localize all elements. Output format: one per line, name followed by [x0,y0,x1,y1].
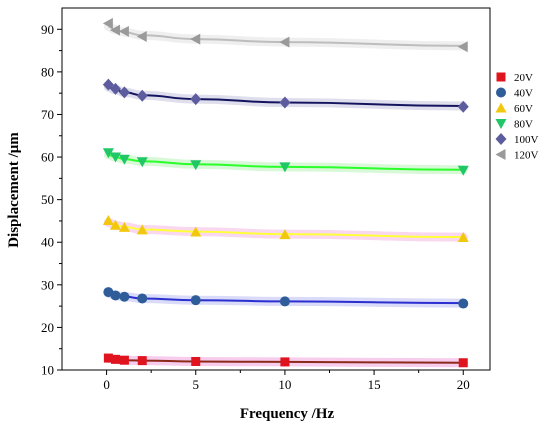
x-tick-label: 20 [457,377,470,392]
data-point-20V [458,358,468,368]
y-tick-label: 50 [41,192,54,207]
fit-bands [103,22,468,368]
data-point-80V [457,165,469,176]
legend-label-100V: 100V [514,134,539,146]
plot-frame [61,7,491,371]
legend-label-40V: 40V [514,88,533,100]
y-tick-label: 20 [41,320,54,335]
data-point-120V [457,41,468,53]
data-point-60V [136,224,148,235]
y-tick-label: 60 [41,150,54,165]
data-point-120V [118,25,129,37]
x-tick-label: 10 [278,377,291,392]
data-point-120V [190,33,201,45]
x-tick-label: 0 [103,377,110,392]
data-point-40V [190,295,201,306]
data-point-40V [458,298,469,309]
y-tick-label: 70 [41,107,54,122]
legend: 20V 40V 60V 80V 100V 120V [495,72,539,162]
data-point-20V [103,353,113,363]
data-point-120V [136,31,147,43]
data-point-80V [102,148,114,159]
fit-lines [108,25,464,364]
data-point-80V [118,154,130,165]
data-point-60V [190,226,202,237]
legend-marker-60V [495,102,507,113]
ticks: 0 5 10 15 20 10 20 30 40 50 60 70 80 90 [41,22,470,392]
x-axis-label: Frequency /Hz [240,406,335,422]
data-point-20V [280,357,290,367]
legend-label-60V: 60V [514,103,533,115]
data-point-60V [102,215,114,226]
legend-label-20V: 20V [514,72,533,84]
y-tick-label: 80 [41,64,54,79]
legend-label-80V: 80V [514,119,533,131]
data-point-60V [279,229,291,240]
data-point-20V [111,354,120,364]
data-point-100V [457,100,469,113]
y-axis-label: Displacement /μm [6,132,22,248]
legend-marker-20V [496,72,506,82]
legend-marker-120V [495,149,506,160]
data-point-100V [279,96,291,109]
y-tick-label: 90 [41,22,54,37]
legend-marker-100V [495,133,507,145]
y-tick-label: 10 [41,363,54,378]
data-point-100V [102,78,114,91]
data-point-100V [110,82,121,95]
data-point-100V [136,89,148,102]
data-point-120V [110,24,120,36]
data-point-60V [118,221,130,232]
y-tick-label: 30 [41,277,54,292]
data-point-80V [190,160,202,171]
data-point-80V [136,157,148,168]
data-point-40V [279,296,290,307]
data-point-80V [110,152,121,163]
x-tick-label: 15 [368,377,381,392]
axes [61,7,491,371]
legend-marker-40V [496,87,506,98]
data-point-80V [279,162,291,173]
data-point-120V [102,17,113,29]
legend-label-120V: 120V [514,150,539,162]
data-point-120V [279,36,290,48]
data-point-40V [137,293,148,304]
data-point-40V [119,291,130,302]
data-point-40V [110,290,121,301]
data-point-100V [190,93,202,106]
data-point-20V [191,356,201,366]
y-tick-label: 40 [41,235,54,250]
x-tick-label: 5 [193,377,200,392]
data-point-20V [119,355,129,365]
legend-marker-80V [495,119,507,129]
data-point-100V [118,86,130,99]
data-point-60V [110,219,121,230]
data-points [102,17,469,368]
data-point-60V [457,232,469,243]
data-point-20V [137,356,147,366]
